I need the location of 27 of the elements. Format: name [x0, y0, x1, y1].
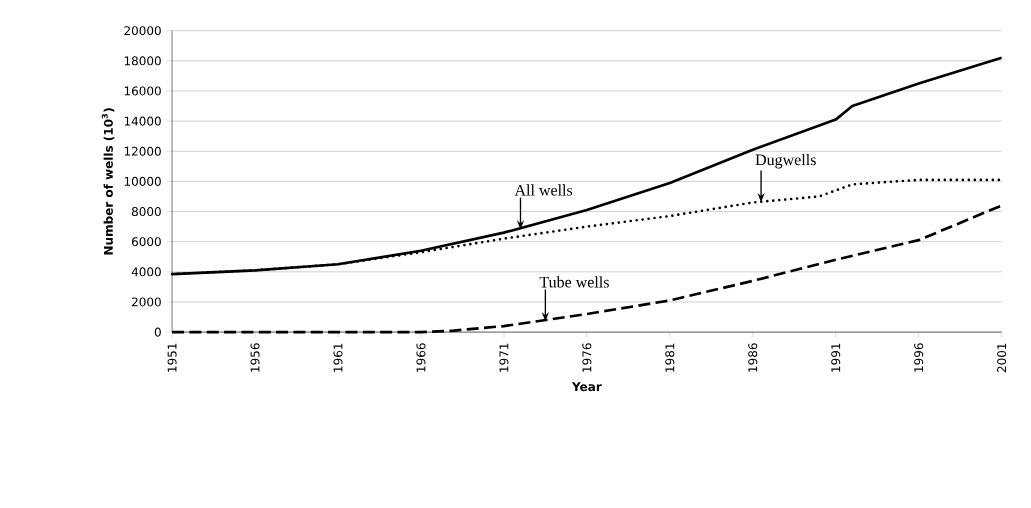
y-tick-label: 16000: [124, 86, 161, 96]
x-tick-label: 1961: [333, 343, 343, 372]
x-tick-label: 1991: [831, 343, 841, 372]
x-tick-label: 1981: [665, 343, 675, 372]
y-axis-title: Number of wells (10$^{3}$): [101, 108, 115, 255]
x-tick-label: 1986: [748, 343, 758, 372]
annotation: Dugwells: [755, 153, 816, 169]
x-tick-label: 1951: [167, 343, 177, 372]
y-tick-label: 12000: [124, 146, 161, 156]
y-tick-label: 14000: [124, 116, 161, 126]
x-tick-label: 1966: [416, 343, 426, 372]
x-tick-label: 1996: [914, 343, 924, 372]
annotation: Tube wells: [539, 276, 609, 288]
y-tick-label: 8000: [131, 206, 161, 216]
y-tick-label: 4000: [131, 267, 161, 277]
y-tick-label: 6000: [131, 237, 161, 247]
y-tick-label: 20000: [124, 26, 161, 36]
x-tick-label: 1956: [250, 343, 260, 372]
x-tick-label: 1971: [499, 343, 509, 372]
y-tick-label: 18000: [124, 56, 161, 66]
annotation: All wells: [514, 184, 573, 196]
x-tick-label: 1976: [582, 343, 592, 372]
y-tick-label: 0: [154, 327, 161, 337]
y-tick-label: 2000: [132, 297, 161, 307]
y-tick-label: 10000: [124, 176, 161, 186]
x-tick-label: 2001: [997, 343, 1007, 373]
x-axis-title: Year: [571, 382, 602, 392]
